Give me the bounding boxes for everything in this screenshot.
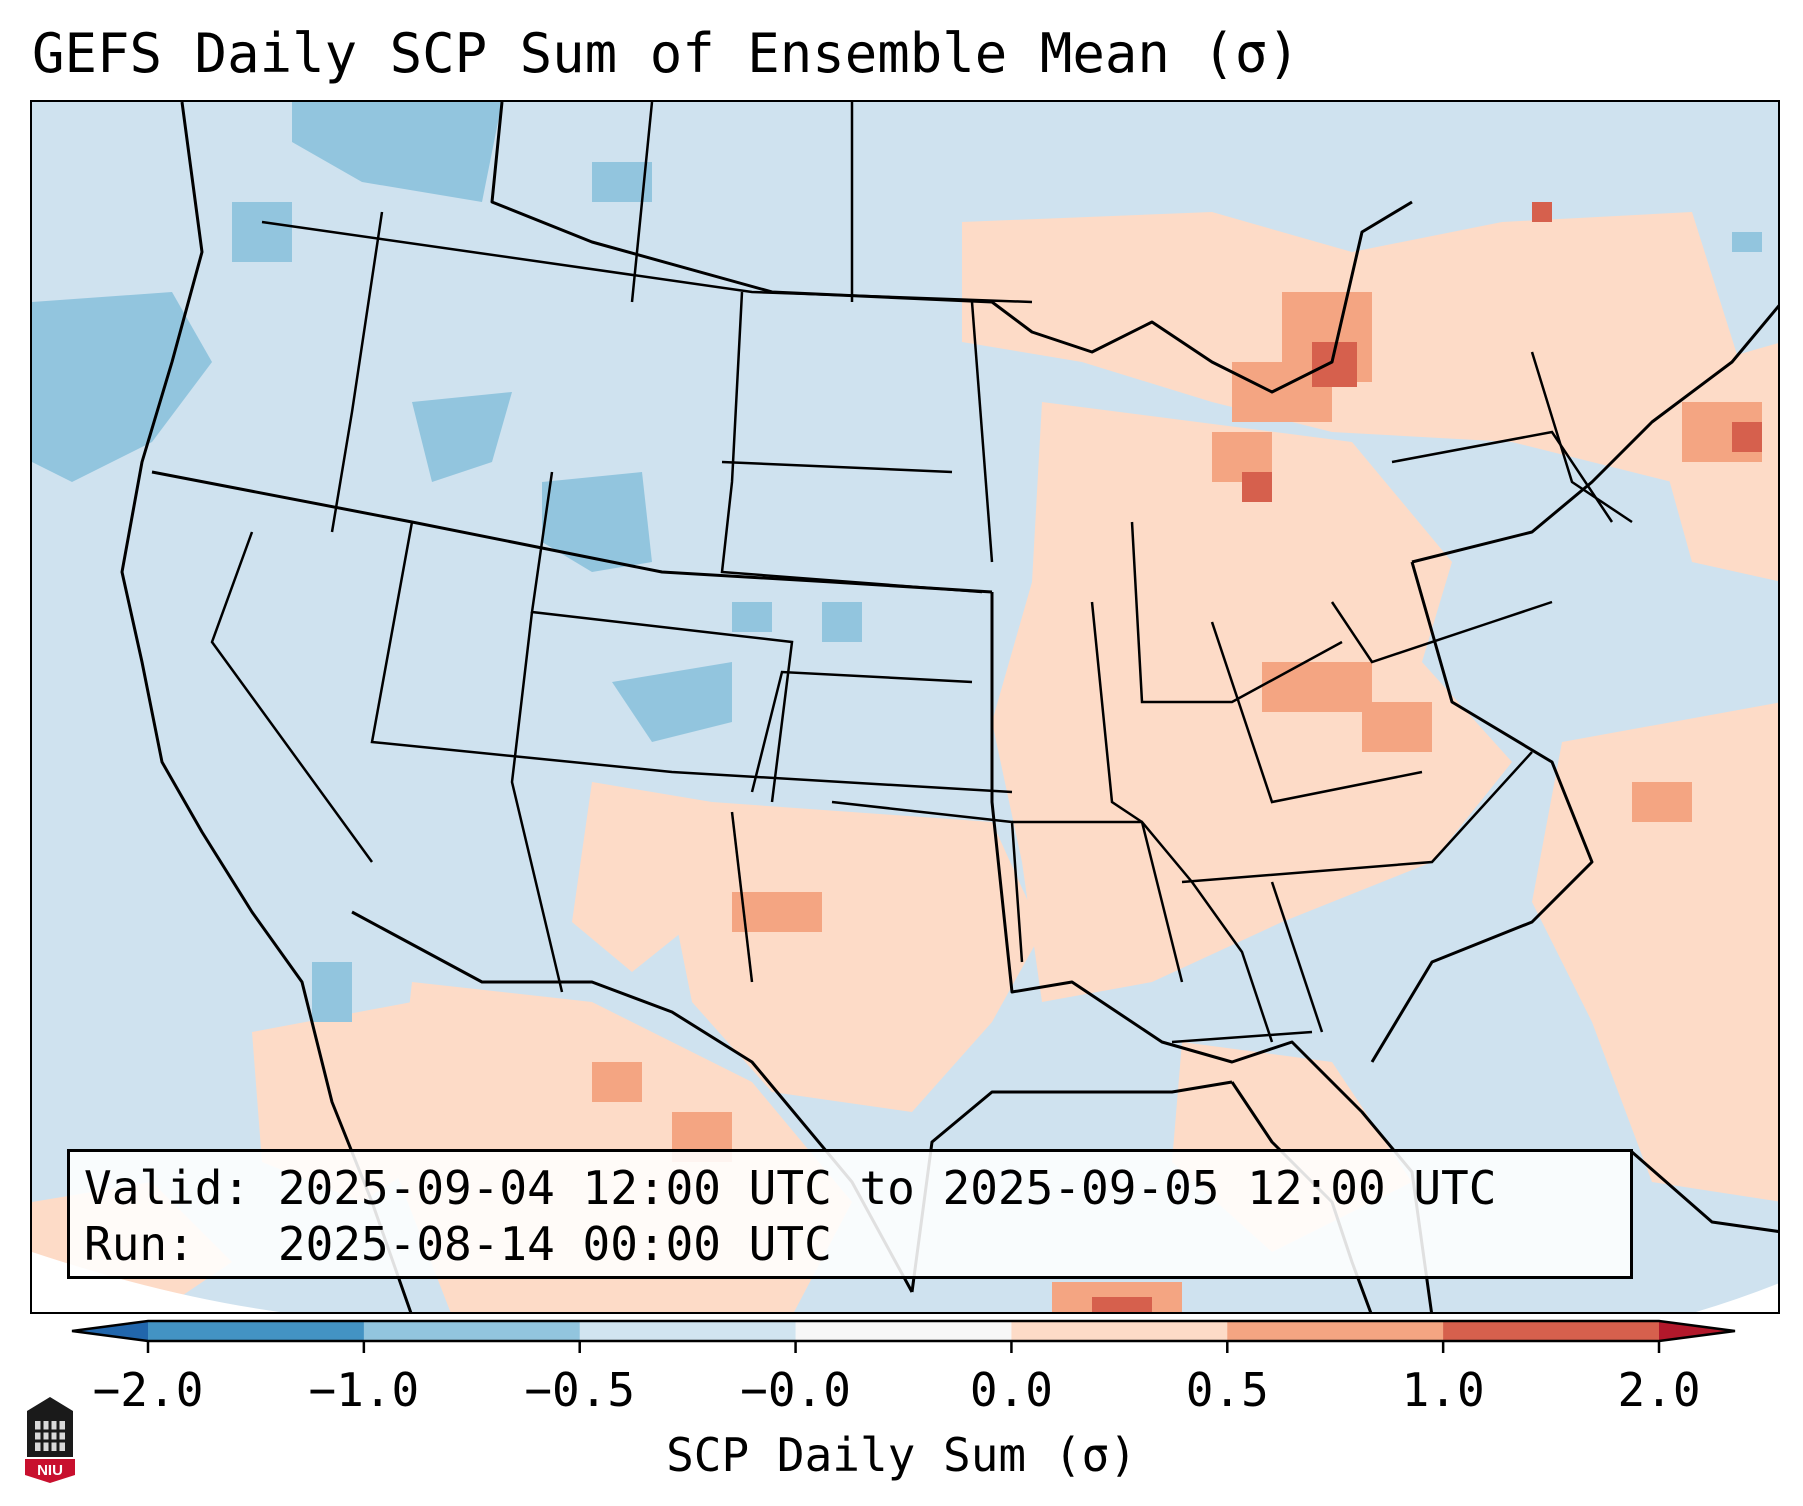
validity-info-box: Valid: 2025-09-04 12:00 UTC to 2025-09-0… [67,1149,1633,1279]
chart-title: GEFS Daily SCP Sum of Ensemble Mean (σ) [32,22,1300,85]
colorbar-bin [1227,1321,1444,1341]
colorbar-extend-low [72,1321,148,1341]
projection-edge [32,1252,280,1312]
colorbar-bin [1443,1321,1660,1341]
negative-anomaly-field [32,102,1762,1022]
colorbar-tick-label: 1.0 [1401,1363,1485,1417]
colorbar-bin [579,1321,797,1341]
colorbar-outline [71,1319,1736,1343]
map-panel [30,100,1780,1314]
projection-edge-right [1695,1283,1778,1312]
colorbar-bin [148,1321,365,1341]
colorbar-tick-label: −0.5 [524,1363,636,1417]
niu-logo: NIU [21,1395,79,1483]
colorbar-tick-label: −1.0 [308,1363,420,1417]
colorbar-extend-high [1659,1321,1735,1341]
map-canvas [32,102,1778,1312]
run-label: Run: [84,1217,195,1271]
colorbar-bin [1011,1321,1228,1341]
colorbar-bin [363,1321,581,1341]
colorbar-tick-label: 2.0 [1617,1363,1701,1417]
colorbar-label: SCP Daily Sum (σ) [666,1428,1137,1482]
colorbar-tick-label: 0.5 [1185,1363,1269,1417]
niu-logo-text: NIU [37,1462,63,1479]
colorbar-tick-label: −0.0 [740,1363,851,1417]
valid-label: Valid: [84,1161,251,1215]
run-value: 2025-08-14 00:00 UTC [277,1217,832,1271]
colorbar-tick-label: −2.0 [92,1363,204,1417]
state-borders [210,102,1633,1044]
colorbar-tick-label: 0.0 [969,1363,1053,1417]
niu-tower-icon [25,1397,75,1483]
moderate-positive-anomaly [592,292,1762,1312]
colorbar-bin [795,1321,1012,1341]
valid-value: 2025-09-04 12:00 UTC to 2025-09-05 12:00… [277,1161,1497,1215]
